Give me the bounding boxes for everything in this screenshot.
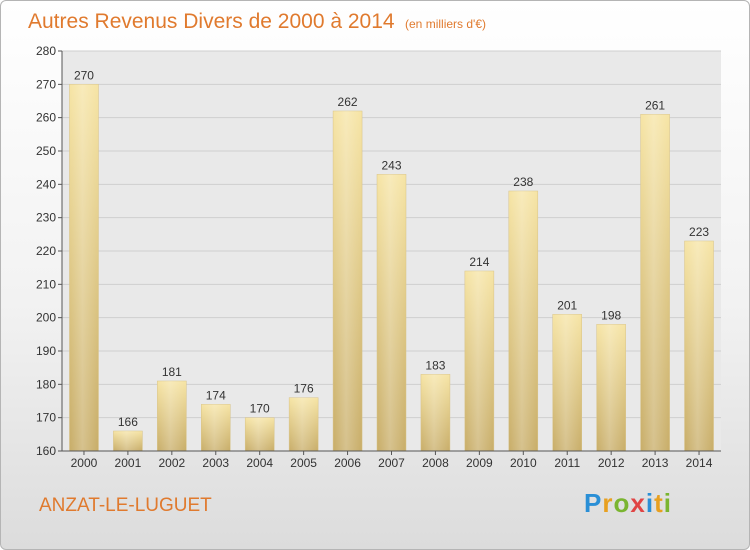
bar-highlight [201, 404, 231, 451]
chart-subtitle: (en milliers d'€) [405, 17, 486, 31]
y-tick-label: 210 [36, 277, 56, 291]
bar-highlight [640, 114, 670, 451]
data-label: 223 [689, 225, 709, 239]
x-tick-label: 2005 [290, 456, 317, 470]
y-axis: 160 170 180 190 200 210 220 230 240 250 260 270 280 [36, 44, 62, 458]
x-tick-label: 2012 [598, 456, 625, 470]
bar-highlight [69, 84, 99, 451]
x-tick-label: 2011 [554, 456, 580, 470]
data-label: 183 [425, 358, 445, 372]
x-tick-label: 2006 [334, 456, 361, 470]
x-tick-label: 2002 [158, 456, 185, 470]
bar-highlight [552, 314, 582, 451]
bar-highlight [245, 417, 275, 451]
data-label: 166 [118, 415, 138, 429]
proxiti-logo: Proxiti [584, 488, 672, 519]
bar-highlight [420, 374, 450, 451]
logo-letter: x [630, 488, 646, 518]
y-tick-label: 270 [36, 77, 56, 91]
bar-highlight [684, 241, 714, 451]
x-tick-label: 2004 [246, 456, 273, 470]
y-tick-label: 200 [36, 311, 56, 325]
y-tick-label: 160 [36, 444, 56, 458]
y-tick-label: 220 [36, 244, 56, 258]
data-label: 174 [206, 388, 226, 402]
bar-highlight [333, 111, 363, 451]
bar-highlight [464, 271, 494, 451]
logo-letter: t [654, 488, 664, 518]
x-tick-label: 2007 [378, 456, 405, 470]
data-label: 262 [338, 95, 358, 109]
x-axis: 2000 2001 2002 2003 2004 2005 2006 2007 2008 2009… [71, 451, 713, 470]
y-tick-label: 260 [36, 111, 56, 125]
data-label: 270 [74, 68, 94, 82]
bar-highlight [596, 324, 626, 451]
y-tick-label: 230 [36, 211, 56, 225]
title-row: Autres Revenus Divers de 2000 à 2014 (en… [28, 10, 486, 34]
data-label: 201 [557, 298, 577, 312]
data-label: 176 [294, 382, 314, 396]
data-label: 261 [645, 98, 665, 112]
x-tick-label: 2001 [115, 456, 142, 470]
x-tick-label: 2008 [422, 456, 449, 470]
chart-title: Autres Revenus Divers de 2000 à 2014 [28, 10, 395, 33]
data-label: 243 [381, 158, 401, 172]
bar-highlight [377, 174, 406, 452]
y-tick-label: 240 [36, 177, 56, 191]
y-tick-label: 180 [36, 377, 56, 391]
y-tick-label: 190 [36, 344, 56, 358]
logo-letter: o [613, 488, 631, 518]
x-tick-label: 2003 [202, 456, 229, 470]
y-tick-label: 170 [36, 411, 56, 425]
logo-letter: i [663, 488, 672, 518]
commune-name: ANZAT-LE-LUGUET [39, 495, 212, 516]
x-tick-label: 2014 [686, 456, 713, 470]
x-tick-label: 2000 [71, 456, 98, 470]
logo-letter: P [584, 488, 603, 518]
bar-highlight [113, 431, 143, 451]
x-tick-label: 2009 [466, 456, 493, 470]
bar-highlight [289, 397, 319, 451]
data-label: 181 [162, 365, 182, 379]
x-tick-label: 2010 [510, 456, 537, 470]
y-tick-label: 280 [36, 44, 56, 58]
data-label: 214 [469, 255, 489, 269]
bar-highlight [157, 381, 187, 451]
logo-letter: r [602, 488, 614, 518]
y-tick-label: 250 [36, 144, 56, 158]
x-tick-label: 2013 [642, 456, 669, 470]
bar-highlight [508, 191, 538, 451]
logo-letter: i [645, 488, 655, 518]
data-label: 170 [250, 402, 270, 416]
data-label: 198 [601, 308, 621, 322]
data-label: 238 [513, 175, 533, 189]
